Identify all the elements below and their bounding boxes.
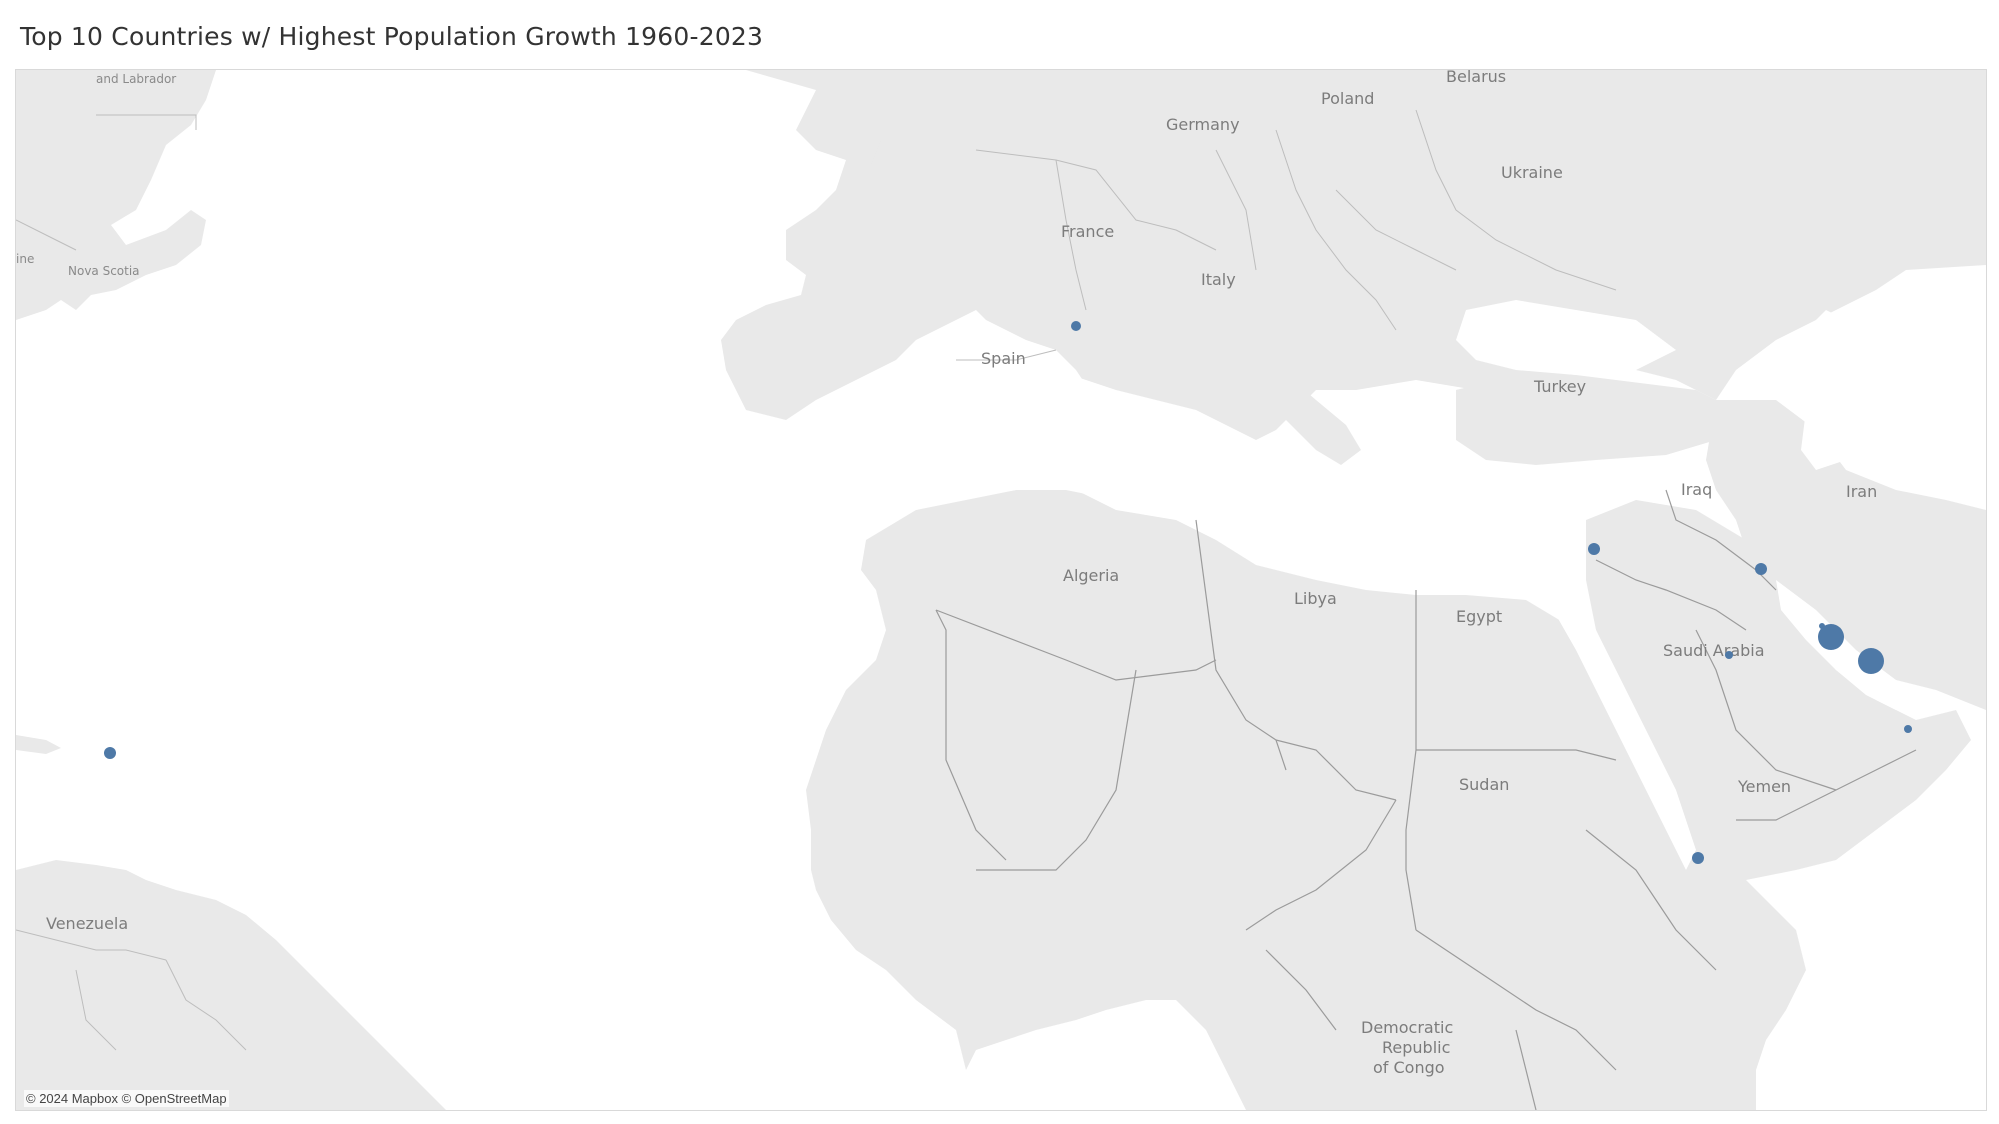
marker-andorra[interactable] — [1071, 321, 1081, 331]
label-venezuela: Venezuela — [46, 914, 128, 933]
label-drc-line1: Democratic — [1361, 1018, 1453, 1037]
label-yemen: Yemen — [1737, 777, 1791, 796]
map-canvas[interactable]: and Labrador Nova Scotia ine Venezuela P… — [16, 70, 1986, 1110]
land-iran — [1706, 400, 1986, 710]
land-caribbean — [16, 735, 61, 754]
label-algeria: Algeria — [1063, 566, 1119, 585]
label-turkey: Turkey — [1533, 377, 1586, 396]
label-saudi-arabia: Saudi Arabia — [1663, 641, 1765, 660]
label-egypt: Egypt — [1456, 607, 1502, 626]
border-canada — [16, 114, 197, 251]
label-nova-scotia: Nova Scotia — [68, 264, 140, 278]
marker-uae[interactable] — [1858, 648, 1884, 674]
label-libya: Libya — [1294, 589, 1337, 608]
black-sea — [1456, 300, 1676, 375]
marker-caribbean[interactable] — [104, 747, 116, 759]
label-drc-line3: of Congo — [1373, 1058, 1445, 1077]
label-sudan: Sudan — [1459, 775, 1509, 794]
label-iran: Iran — [1846, 482, 1877, 501]
red-sea — [1556, 590, 1696, 870]
land-canada — [16, 70, 216, 320]
marker-kuwait[interactable] — [1755, 563, 1767, 575]
label-labrador: and Labrador — [96, 72, 176, 86]
marker-qatar[interactable] — [1818, 624, 1844, 650]
caspian-sea — [1796, 310, 1866, 470]
label-drc-line2: Republic — [1382, 1038, 1450, 1057]
borders-middle-east — [1595, 489, 1917, 821]
label-iraq: Iraq — [1681, 480, 1712, 499]
land-south-america — [16, 860, 446, 1110]
land-italy — [1206, 320, 1361, 465]
label-maine: ine — [16, 252, 34, 266]
mediterranean-sea — [866, 370, 1576, 560]
marker-saudi-arabia[interactable] — [1725, 651, 1733, 659]
label-france: France — [1061, 222, 1114, 241]
chart-title: Top 10 Countries w/ Highest Population G… — [20, 22, 764, 51]
marker-jordan[interactable] — [1588, 543, 1600, 555]
label-belarus: Belarus — [1446, 70, 1506, 86]
borders-africa — [935, 519, 1717, 1110]
label-germany: Germany — [1166, 115, 1240, 134]
border-venezuela — [16, 929, 247, 1051]
marker-oman[interactable] — [1904, 725, 1912, 733]
land-turkey — [1456, 370, 1736, 465]
map-view[interactable]: and Labrador Nova Scotia ine Venezuela P… — [15, 69, 1987, 1111]
label-italy: Italy — [1201, 270, 1236, 289]
land-europe — [721, 70, 1986, 460]
label-poland: Poland — [1321, 89, 1374, 108]
map-attribution[interactable]: © 2024 Mapbox © OpenStreetMap — [24, 1090, 229, 1107]
land-arabia — [1586, 500, 1971, 880]
land-britain — [871, 100, 931, 195]
persian-gulf — [1776, 580, 1916, 710]
label-spain: Spain — [981, 349, 1026, 368]
marker-djibouti[interactable] — [1692, 852, 1704, 864]
label-ukraine: Ukraine — [1501, 163, 1563, 182]
land-africa — [806, 490, 1806, 1110]
borders-europe — [956, 109, 1617, 361]
